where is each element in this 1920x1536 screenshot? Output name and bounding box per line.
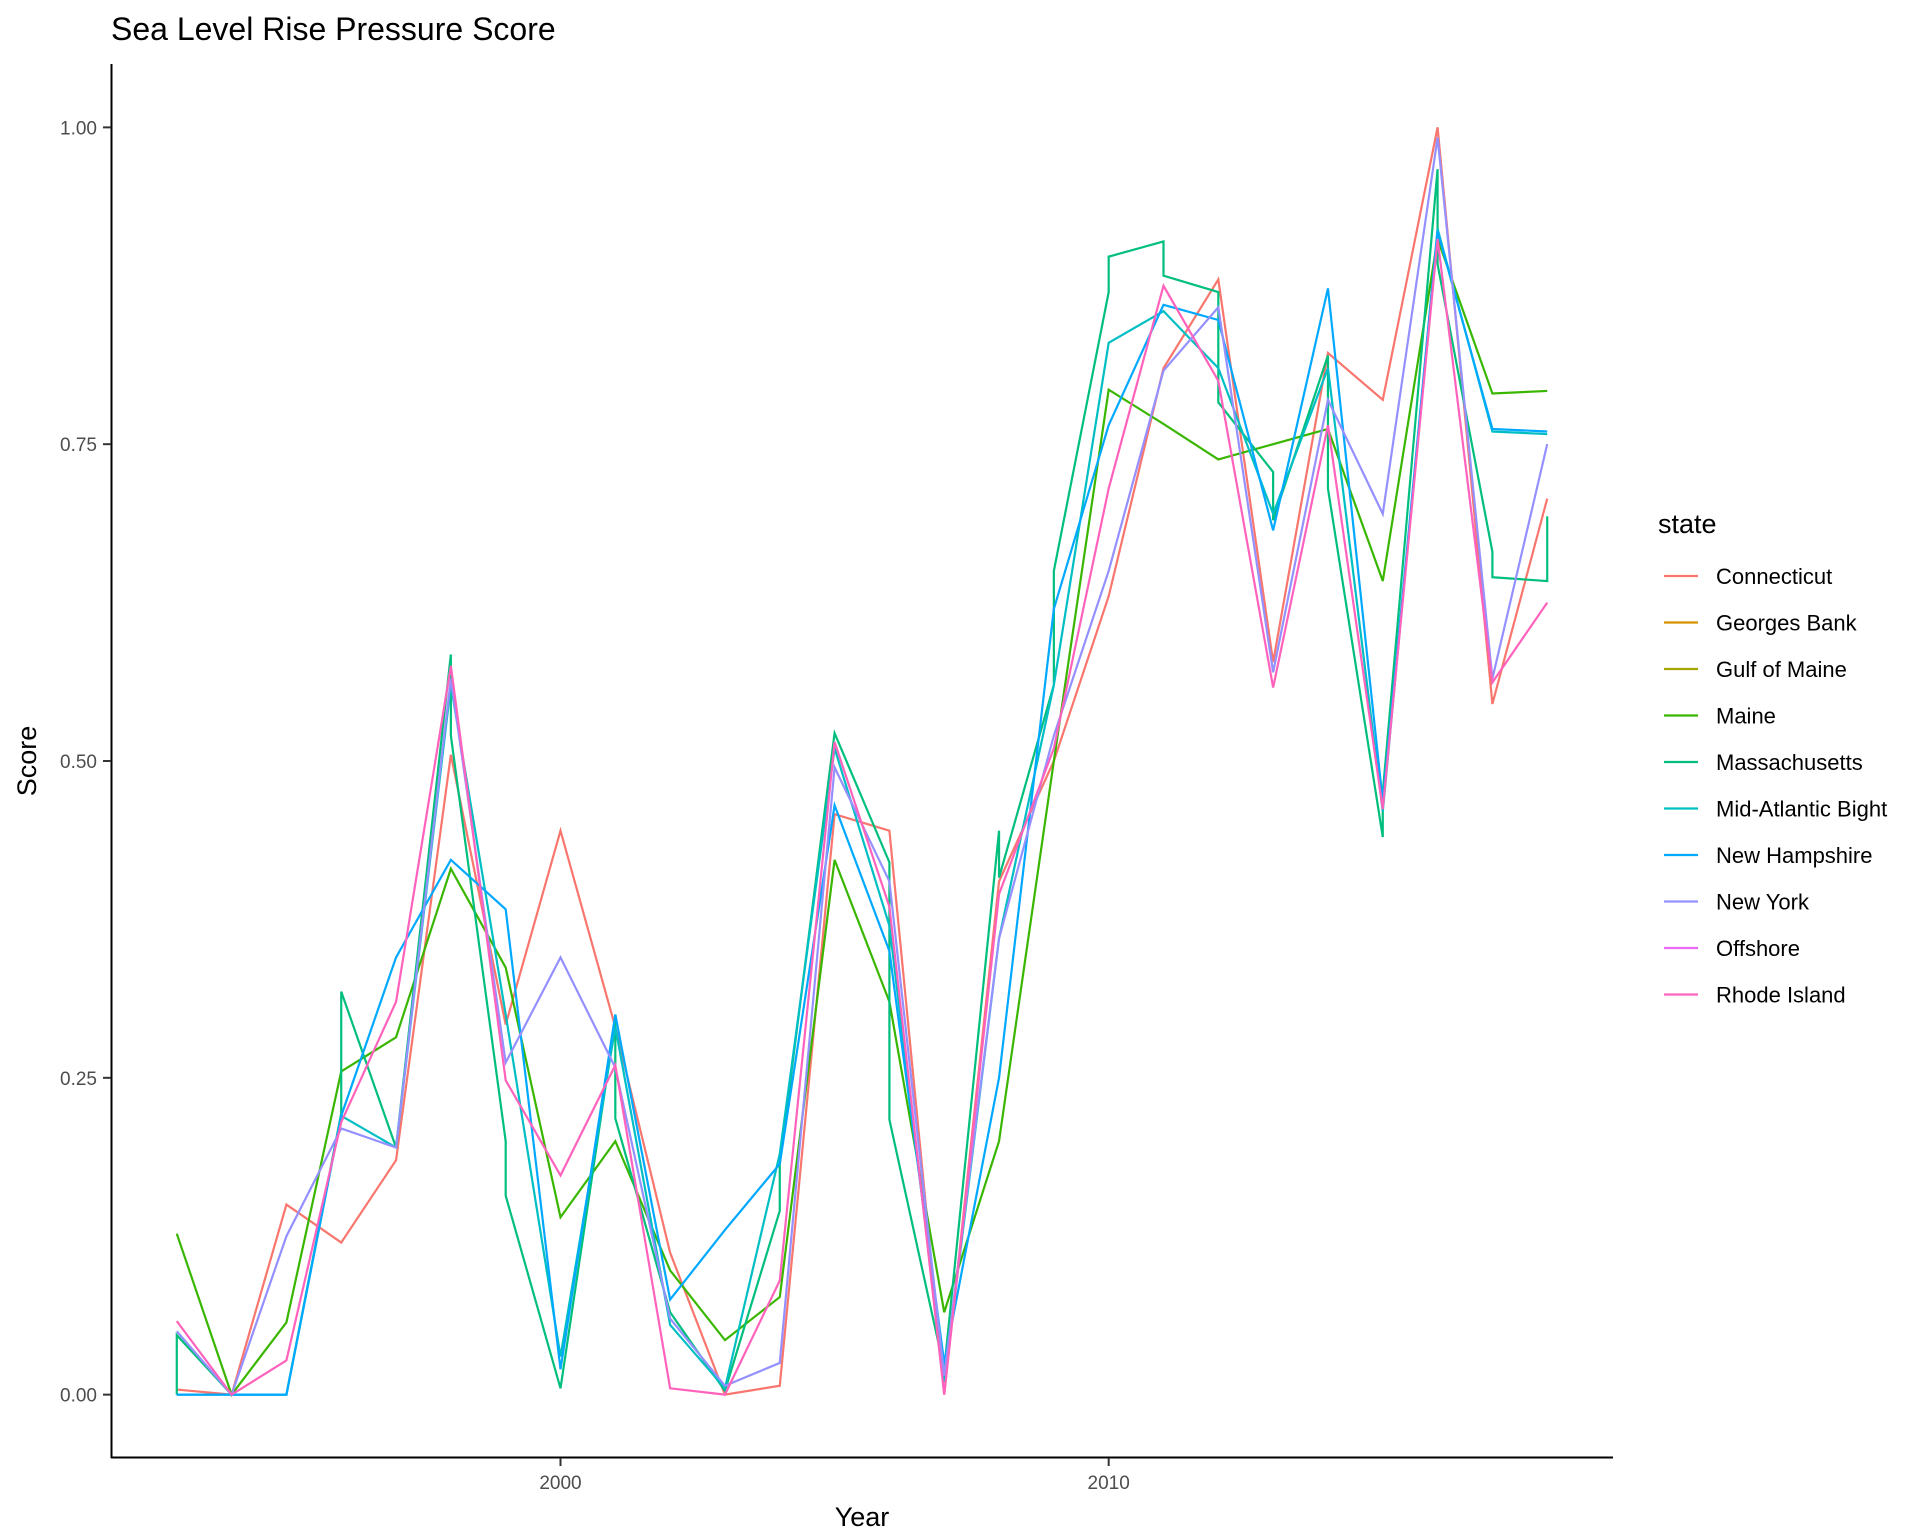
legend-label-georges-bank: Georges Bank bbox=[1716, 611, 1858, 636]
y-tick-label: 0.50 bbox=[60, 752, 97, 773]
legend-label-rhode-island: Rhode Island bbox=[1716, 983, 1846, 1008]
legend-item-mid-atlantic-bight: Mid-Atlantic Bight bbox=[1664, 797, 1887, 822]
legend-label-mid-atlantic-bight: Mid-Atlantic Bight bbox=[1716, 797, 1887, 822]
y-tick-label: 1.00 bbox=[60, 118, 97, 139]
y-tick-label: 0.75 bbox=[60, 435, 97, 456]
series-line-rhode-island bbox=[175, 238, 1549, 1397]
legend-label-massachusetts: Massachusetts bbox=[1716, 750, 1863, 775]
chart-title: Sea Level Rise Pressure Score bbox=[111, 11, 556, 47]
legend-item-maine: Maine bbox=[1664, 704, 1776, 729]
legend-label-gulf-of-maine: Gulf of Maine bbox=[1716, 657, 1847, 682]
y-tick-label: 0.00 bbox=[60, 1386, 97, 1407]
legend-label-offshore: Offshore bbox=[1716, 936, 1800, 961]
legend-item-gulf-of-maine: Gulf of Maine bbox=[1664, 657, 1847, 682]
legend-item-rhode-island: Rhode Island bbox=[1664, 983, 1846, 1008]
legend-label-connecticut: Connecticut bbox=[1716, 564, 1832, 589]
legend-item-massachusetts: Massachusetts bbox=[1664, 750, 1863, 775]
legend-label-new-york: New York bbox=[1716, 890, 1810, 915]
x-tick-label: 2000 bbox=[539, 1473, 581, 1494]
series-line-maine bbox=[175, 238, 1548, 1397]
x-axis-title: Year bbox=[835, 1502, 890, 1532]
legend-label-maine: Maine bbox=[1716, 704, 1776, 729]
legend-label-new-hampshire: New Hampshire bbox=[1716, 843, 1873, 868]
y-axis-title: Score bbox=[12, 726, 42, 797]
legend-item-new-york: New York bbox=[1664, 890, 1810, 915]
legend-title: state bbox=[1658, 509, 1717, 539]
legend-item-new-hampshire: New Hampshire bbox=[1664, 843, 1873, 868]
y-tick-label: 0.25 bbox=[60, 1069, 97, 1090]
y-ticks: 0.00 0.25 0.50 0.75 1.00 bbox=[60, 118, 111, 1407]
legend-item-offshore: Offshore bbox=[1664, 936, 1800, 961]
series-layer bbox=[175, 127, 1549, 1397]
x-tick-label: 2010 bbox=[1088, 1473, 1130, 1494]
x-ticks: 2000 2010 bbox=[539, 1458, 1130, 1494]
legend-item-connecticut: Connecticut bbox=[1664, 564, 1832, 589]
legend-item-georges-bank: Georges Bank bbox=[1664, 611, 1858, 636]
legend: state Connecticut Georges Bank Gulf of Mai… bbox=[1658, 509, 1887, 1008]
legend-items: Connecticut Georges Bank Gulf of Maine Main… bbox=[1664, 564, 1887, 1008]
